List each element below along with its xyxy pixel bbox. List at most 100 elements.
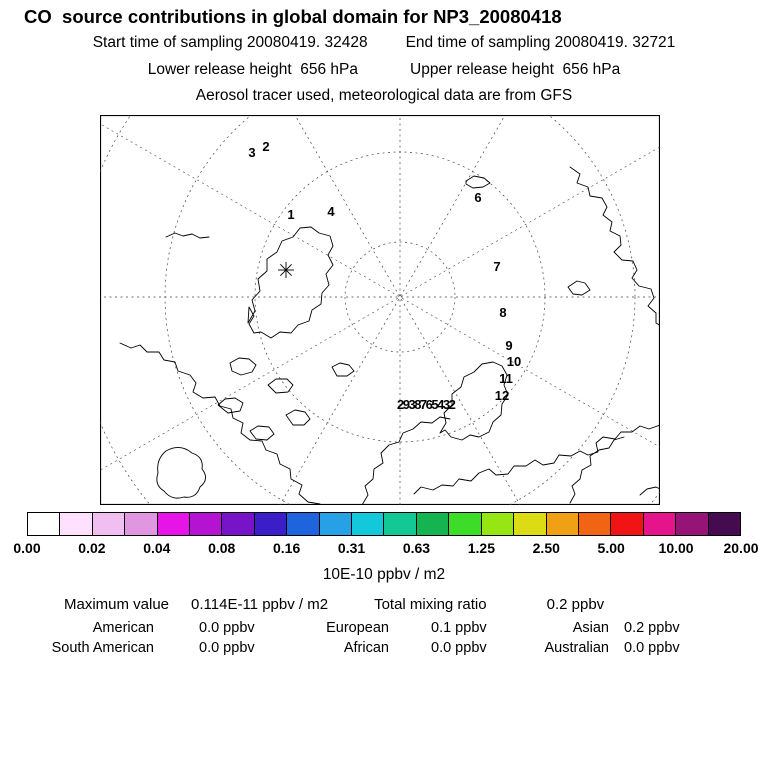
coastline-path bbox=[249, 425, 275, 441]
colorbar-segment bbox=[384, 513, 417, 535]
stats-grid: American 0.0 ppbv European 0.1 ppbv Asian 0.2… bbox=[4, 620, 759, 656]
colorbar-tick-label: 0.08 bbox=[208, 540, 236, 556]
colorbar-tick-label: 0.16 bbox=[273, 540, 301, 556]
trajectory-point-7: 7 bbox=[493, 259, 500, 274]
colorbar-segment bbox=[578, 513, 612, 535]
coastline-path bbox=[413, 424, 660, 495]
polar-map: 23 1 4 6 7 8 910 11 12 2938765432 bbox=[99, 114, 661, 506]
colorbar-tick-label: 5.00 bbox=[597, 540, 625, 556]
trajectory-point-1: 1 bbox=[287, 207, 294, 222]
colorbar-segment bbox=[514, 513, 547, 535]
region-label: European bbox=[326, 620, 389, 636]
graticule bbox=[100, 115, 660, 505]
region-label: South American bbox=[51, 640, 154, 656]
colorbar-tick-label: 0.00 bbox=[13, 540, 41, 556]
colorbar bbox=[27, 512, 741, 536]
trajectory-point-10: 10 bbox=[507, 354, 521, 369]
colorbar-segment bbox=[254, 513, 288, 535]
region-value: 0.0 ppbv bbox=[199, 640, 255, 656]
colorbar-segment bbox=[676, 513, 709, 535]
colorbar-segment bbox=[708, 513, 740, 535]
total-ratio-label: Total mixing ratio bbox=[374, 596, 487, 613]
coastline-path bbox=[361, 416, 451, 505]
overlapping-point-labels: 2938765432 bbox=[397, 397, 456, 412]
colorbar-segment bbox=[60, 513, 93, 535]
figure-title: CO source contributions in global domain… bbox=[24, 6, 562, 27]
upper-release-text: Upper release height 656 hPa bbox=[410, 61, 621, 78]
colorbar-tick-label: 1.25 bbox=[467, 540, 495, 556]
map-panel: 2 3 1 4 6 7 8 9 10 11 12 2938765432 bbox=[99, 114, 661, 506]
colorbar-tick-label: 0.63 bbox=[402, 540, 431, 556]
colorbar-segment bbox=[222, 513, 255, 535]
colorbar-labels: 0.00 0.02 0.04 0.08 0.16 0.31 0.63 1.25 2.50 5.00… bbox=[13, 540, 758, 558]
colorbar-tick-label: 2.50 bbox=[532, 540, 560, 556]
colorbar-segment bbox=[28, 513, 61, 535]
colorbar-units: 10E-10 ppbv / m2 bbox=[322, 566, 446, 583]
coastline-path bbox=[267, 378, 294, 394]
coastline-path bbox=[569, 166, 660, 326]
coastline-path bbox=[229, 357, 257, 376]
colorbar-segment bbox=[611, 513, 644, 535]
trajectory-point-6: 6 bbox=[474, 190, 481, 205]
coastline-path bbox=[639, 486, 660, 496]
trajectory-point-11: 11 bbox=[499, 371, 513, 386]
coastline-path bbox=[247, 226, 334, 339]
coastline-path bbox=[285, 409, 311, 426]
region-label: African bbox=[343, 640, 389, 656]
colorbar-segment bbox=[449, 513, 482, 535]
tracer-line: Aerosol tracer used, meteorological data… bbox=[0, 87, 768, 105]
colorbar-segment bbox=[92, 513, 126, 535]
coastline-path bbox=[217, 397, 244, 414]
colorbar-tick-label: 10.00 bbox=[658, 540, 694, 556]
coastline-path bbox=[567, 280, 591, 296]
region-label: Asian bbox=[572, 620, 609, 636]
region-value: 0.0 ppbv bbox=[624, 640, 680, 656]
coastline-path bbox=[569, 436, 625, 504]
region-value: 0.0 ppbv bbox=[199, 620, 255, 636]
region-label: Australian bbox=[544, 640, 609, 656]
station-marker bbox=[278, 262, 294, 278]
coastline-path bbox=[439, 361, 509, 441]
colorbar-segment bbox=[352, 513, 385, 535]
trajectory-point-9: 9 bbox=[505, 338, 512, 353]
tracer-text: Aerosol tracer used, meteorological data… bbox=[195, 87, 573, 104]
trajectory-point-8: 8 bbox=[499, 305, 506, 320]
colorbar-segment bbox=[287, 513, 320, 535]
trajectory-point-12: 12 bbox=[495, 388, 509, 403]
trajectory-point-3: 3 bbox=[248, 145, 255, 160]
region-label: American bbox=[92, 620, 154, 636]
sampling-times-line: Start time of sampling 20080419. 32428 E… bbox=[0, 34, 768, 52]
region-value: 0.1 ppbv bbox=[431, 620, 487, 636]
colorbar-tick-label: 0.31 bbox=[337, 540, 366, 556]
colorbar-segment bbox=[319, 513, 353, 535]
colorbar-segment bbox=[190, 513, 223, 535]
region-value: 0.2 ppbv bbox=[624, 620, 680, 636]
end-time-text: End time of sampling 20080419. 32721 bbox=[405, 34, 676, 51]
lower-release-text: Lower release height 656 hPa bbox=[147, 61, 358, 78]
colorbar-segment bbox=[643, 513, 677, 535]
coastline-path bbox=[465, 175, 491, 189]
summary-line: Maximum value 0.114E-11 ppbv / m2 Total mi… bbox=[64, 596, 604, 613]
coastline-path bbox=[156, 447, 206, 499]
trajectory-markers: 23 1 4 6 7 8 910 11 12 2938765432 bbox=[248, 139, 521, 412]
region-value: 0.0 ppbv bbox=[431, 640, 487, 656]
colorbar-tick-label: 0.04 bbox=[143, 540, 171, 556]
start-time-text: Start time of sampling 20080419. 32428 bbox=[92, 34, 368, 51]
colorbar-segment bbox=[157, 513, 191, 535]
coastline-path bbox=[331, 362, 355, 377]
max-value-label: Maximum value bbox=[64, 596, 170, 613]
colorbar-segment bbox=[416, 513, 450, 535]
colorbar-segment bbox=[546, 513, 579, 535]
map-border bbox=[99, 114, 661, 506]
max-value: 0.114E-11 ppbv / m2 bbox=[191, 596, 329, 613]
coastline-path bbox=[119, 342, 321, 505]
colorbar-segment bbox=[481, 513, 515, 535]
trajectory-point-2: 2 bbox=[262, 139, 269, 154]
colorbar-tick-label: 20.00 bbox=[723, 540, 759, 556]
total-ratio-value: 0.2 ppbv bbox=[546, 596, 605, 613]
colorbar-segment bbox=[125, 513, 158, 535]
trajectory-point-4: 4 bbox=[327, 204, 335, 219]
coastlines bbox=[119, 166, 660, 505]
release-heights-line: Lower release height 656 hPa Upper relea… bbox=[0, 61, 768, 79]
